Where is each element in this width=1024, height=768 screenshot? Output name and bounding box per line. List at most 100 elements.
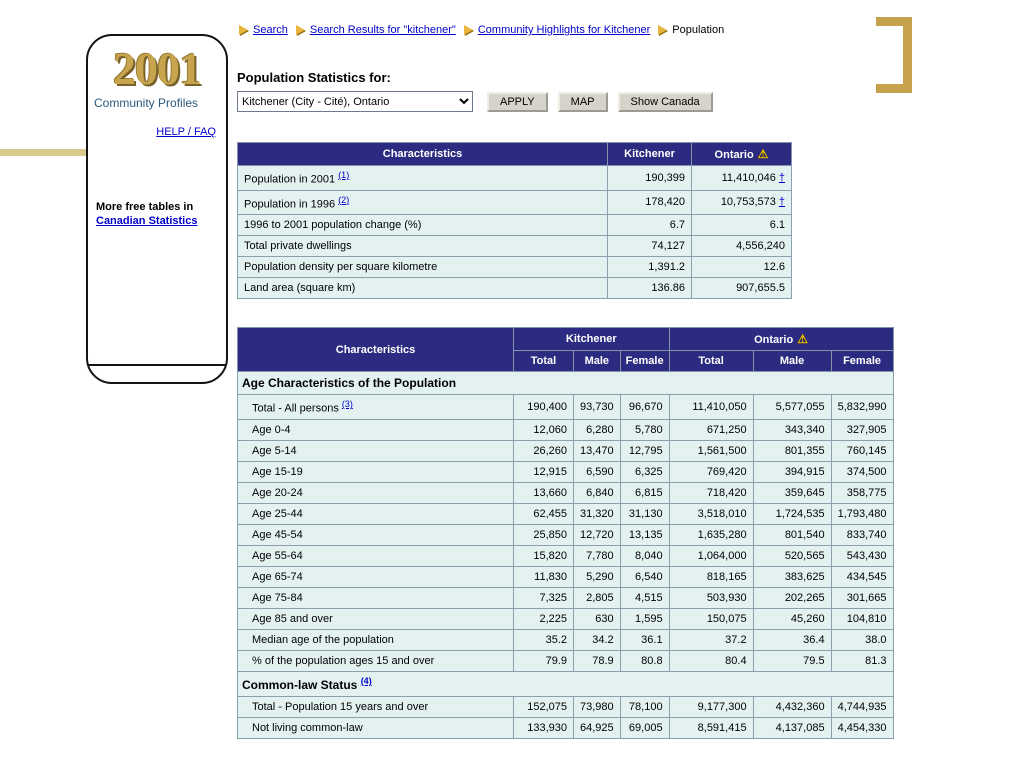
table-row: Median age of the population 35.2 34.2 36.1…: [237, 628, 894, 651]
row-label: Population density per square kilometre: [237, 256, 608, 279]
cell-value: 359,645: [752, 481, 832, 504]
breadcrumb-item[interactable]: Search: [253, 24, 288, 36]
cell-value: 36.1: [619, 628, 670, 651]
detail-group-header-row: Characteristics Kitchener Ontario ⚠: [237, 327, 894, 373]
canadian-statistics-link[interactable]: Canadian Statistics: [96, 215, 198, 227]
column-group-header: Ontario ⚠: [668, 327, 894, 352]
breadcrumb-arrow-icon: [239, 25, 248, 35]
breadcrumb-arrow-icon: [463, 25, 473, 35]
cell-value: 327,905: [830, 418, 894, 441]
cell-value: 358,775: [830, 481, 894, 504]
footnote-link[interactable]: (4): [360, 675, 372, 686]
ontario-value: 12.6: [691, 256, 792, 279]
cell-value: 38.0: [830, 628, 894, 651]
row-label: Total - All persons (3): [237, 394, 514, 420]
cell-value: 6,840: [573, 481, 621, 504]
cell-value: 6,540: [619, 565, 670, 588]
row-label: Age 45-54: [237, 523, 514, 546]
column-header: Ontario ⚠: [691, 142, 792, 166]
cell-value: 15,820: [513, 544, 574, 567]
cell-value: 11,830: [513, 565, 574, 588]
warning-icon: ⚠: [757, 147, 769, 161]
cell-value: 769,420: [668, 460, 754, 483]
kitchener-value: 136.86: [607, 277, 692, 300]
breadcrumb-item[interactable]: Search Results for "kitchener": [309, 24, 456, 36]
table-row: Population density per square kilometre 1…: [237, 256, 792, 279]
ontario-value: 4,556,240: [691, 235, 792, 258]
cell-value: 8,040: [619, 544, 670, 567]
row-label: Land area (square km): [237, 277, 608, 300]
row-label: Total private dwellings: [237, 235, 608, 258]
cell-value: 69,005: [619, 716, 670, 739]
apply-button[interactable]: APPLY: [487, 91, 548, 112]
cell-value: 760,145: [830, 439, 894, 462]
cell-value: 79.9: [513, 649, 574, 672]
row-label: Age 0-4: [237, 418, 514, 441]
cell-value: 6,590: [573, 460, 621, 483]
detail-sub-header-row: Total Male Female Total Male Female: [238, 350, 894, 373]
cell-value: 80.4: [668, 649, 754, 672]
gold-bracket-decoration: [876, 17, 912, 93]
cell-value: 6,815: [619, 481, 670, 504]
table-row: Age 75-84 7,325 2,805 4,515 503,930 202,265 30…: [237, 586, 894, 609]
column-header: Female: [619, 350, 670, 373]
table-row: Total private dwellings 74,127 4,556,240: [237, 235, 792, 258]
breadcrumb-item: Population: [672, 24, 725, 36]
cell-value: 12,720: [573, 523, 621, 546]
cell-value: 36.4: [752, 628, 832, 651]
map-button[interactable]: MAP: [557, 91, 608, 112]
cell-value: 25,850: [513, 523, 574, 546]
main-content: Search Search Results for "kitchener" Comm…: [237, 24, 937, 739]
cell-value: 202,265: [752, 586, 832, 609]
footnote-link[interactable]: (1): [338, 170, 350, 180]
cell-value: 301,665: [830, 586, 894, 609]
row-label: Age 20-24: [237, 481, 514, 504]
summary-table: Characteristics Kitchener Ontario ⚠ Populat…: [237, 142, 792, 300]
column-header: Male: [752, 350, 832, 373]
table-row: Age 25-44 62,455 31,320 31,130 3,518,010 1,72…: [237, 502, 894, 525]
row-label: Age 75-84: [237, 586, 514, 609]
cell-value: 5,290: [573, 565, 621, 588]
column-header: Kitchener: [607, 142, 692, 166]
column-header: Total: [668, 350, 754, 373]
cell-value: 818,165: [668, 565, 754, 588]
dagger-link[interactable]: †: [778, 196, 785, 209]
sidebar-divider: [88, 364, 226, 366]
column-header: Male: [573, 350, 621, 373]
table-row: Age 15-19 12,915 6,590 6,325 769,420 394,915 3…: [237, 460, 894, 483]
cell-value: 6,325: [619, 460, 670, 483]
cell-value: 31,130: [619, 502, 670, 525]
cell-value: 4,454,330: [830, 716, 894, 739]
cell-value: 78,100: [619, 695, 670, 718]
table-row: Not living common-law 133,930 64,925 69,005…: [237, 716, 894, 739]
cell-value: 543,430: [830, 544, 894, 567]
footnote-link[interactable]: (2): [338, 194, 350, 205]
cell-value: 190,400: [513, 394, 574, 420]
column-group-header: Kitchener: [513, 327, 670, 352]
cell-value: 93,730: [573, 394, 621, 420]
table-row: 1996 to 2001 population change (%) 6.7 6.1: [237, 214, 792, 237]
dagger-link[interactable]: †: [778, 171, 785, 184]
show-canada-button[interactable]: Show Canada: [617, 91, 713, 112]
more-tables-block: More free tables in Canadian Statistics: [88, 200, 226, 228]
community-select[interactable]: Kitchener (City - Cité), Ontario: [237, 91, 473, 112]
summary-header-row: Characteristics Kitchener Ontario ⚠: [237, 142, 792, 166]
row-label: Age 65-74: [237, 565, 514, 588]
cell-value: 78.9: [573, 649, 621, 672]
kitchener-value: 178,420: [607, 189, 692, 216]
cell-value: 2,225: [513, 607, 574, 630]
cell-value: 1,064,000: [668, 544, 754, 567]
summary-table-body: Population in 2001 (1) 190,399 11,410,046 †…: [237, 165, 792, 300]
help-faq-link[interactable]: HELP / FAQ: [156, 126, 216, 138]
cell-value: 374,500: [830, 460, 894, 483]
cell-value: 4,432,360: [752, 695, 832, 718]
footnote-link[interactable]: (3): [341, 399, 353, 410]
detail-table-body: Age Characteristics of the Population Tot…: [237, 371, 894, 739]
breadcrumb-item[interactable]: Community Highlights for Kitchener: [477, 24, 651, 36]
cell-value: 1,724,535: [752, 502, 832, 525]
cell-value: 62,455: [513, 502, 574, 525]
row-label: Population in 2001 (1): [237, 165, 608, 191]
cell-value: 6,280: [573, 418, 621, 441]
ontario-value: 10,753,573 †: [691, 189, 792, 216]
table-row: Age 0-4 12,060 6,280 5,780 671,250 343,340 327…: [237, 418, 894, 441]
